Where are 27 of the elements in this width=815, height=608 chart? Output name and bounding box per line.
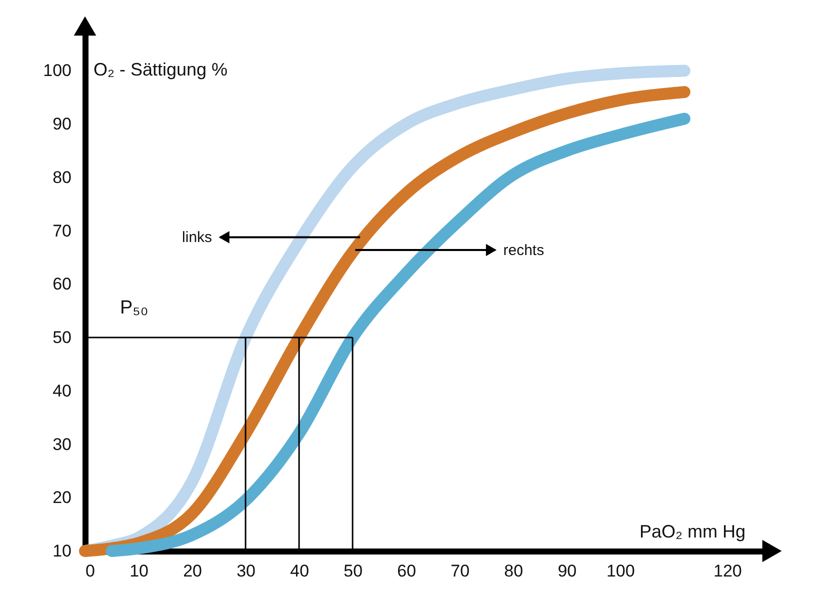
x-tick-label: 100: [606, 562, 635, 580]
annotation: links: [182, 229, 212, 246]
y-tick-label: 20: [52, 488, 72, 508]
y-tick-label: 90: [52, 114, 72, 134]
x-tick-label: 40: [290, 562, 310, 580]
annotation: rechts: [503, 242, 544, 260]
x-tick-label: 90: [558, 562, 577, 580]
x-tick-label: 60: [397, 562, 416, 580]
x-tick-label: 30: [236, 562, 256, 580]
y-tick-label: 50: [52, 328, 72, 348]
ref-line-label: P₅₀: [120, 298, 148, 319]
y-tick-label: 60: [52, 274, 72, 294]
y-tick-label: 40: [52, 381, 72, 400]
x-tick-label: 10: [130, 562, 148, 580]
x-tick-label: 80: [504, 562, 524, 580]
x-tick-label: 0: [86, 562, 95, 580]
y-tick-label: 30: [52, 434, 72, 454]
x-tick-label: 120: [714, 562, 742, 580]
y-axis-title: O₂ - Sättigung %: [94, 60, 228, 80]
y-tick-label: 80: [52, 168, 72, 187]
x-tick-label: 50: [344, 562, 363, 580]
x-tick-label: 70: [450, 562, 470, 580]
y-tick-label: 70: [52, 221, 72, 240]
y-tick-label: 100: [43, 61, 72, 80]
y-tick-label: 10: [52, 542, 72, 560]
x-tick-label: 20: [183, 562, 202, 580]
x-axis-title: PaO₂ mm Hg: [639, 522, 746, 542]
